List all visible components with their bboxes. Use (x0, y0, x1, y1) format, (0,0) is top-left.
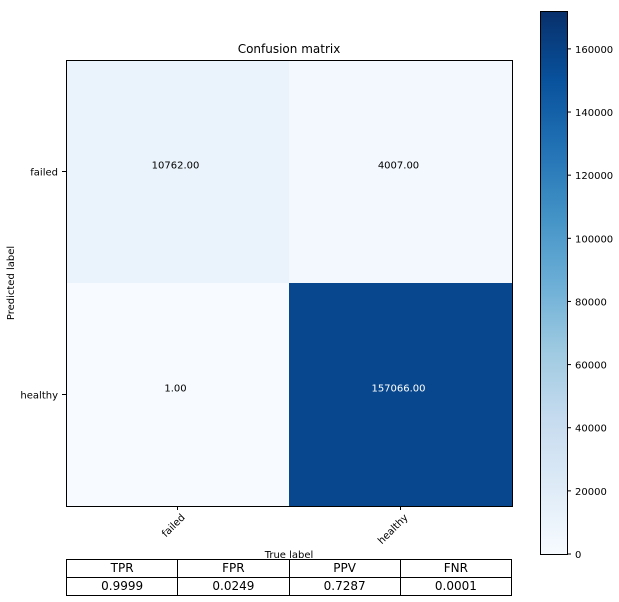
metric-header-fpr: FPR (177, 559, 290, 578)
y-axis-ticks: failed healthy (20, 168, 66, 402)
x-tick-label: healthy (376, 512, 410, 546)
metrics-header-row: TPR FPR PPV FNR (65, 559, 513, 578)
colorbar-tick-label: 20000 (575, 487, 607, 498)
cell-value-label: 157066.00 (371, 384, 425, 395)
heatmap-cell (66, 283, 289, 506)
x-axis-label: True label (264, 550, 314, 561)
cell-value-label: 10762.00 (152, 161, 200, 172)
heatmap-cell (289, 283, 512, 506)
metric-header-ppv: PPV (288, 559, 401, 578)
metric-header-fnr: FNR (399, 559, 513, 578)
metric-value-fnr: 0.0001 (399, 577, 513, 596)
x-axis-ticks: failed healthy (160, 506, 411, 547)
y-tick-label: healthy (20, 391, 58, 402)
colorbar-tick-label: 0 (575, 550, 581, 561)
metric-value-ppv: 0.7287 (288, 577, 401, 596)
cell-value-label: 4007.00 (378, 161, 419, 172)
colorbar-tick-label: 100000 (575, 234, 613, 245)
colorbar-tick-label: 140000 (575, 108, 613, 119)
colorbar-tick-label: 80000 (575, 297, 607, 308)
colorbar-ticks: 0 20000 40000 60000 80000 100000 120000 140000 1… (567, 45, 613, 561)
cell-value-label: 1.00 (164, 384, 186, 395)
x-tick-label: failed (160, 512, 187, 539)
colorbar-tick-label: 40000 (575, 424, 607, 435)
metric-value-fpr: 0.0249 (177, 577, 290, 596)
metrics-value-row: 0.9999 0.0249 0.7287 0.0001 (65, 577, 513, 596)
colorbar (540, 11, 568, 555)
chart-title: Confusion matrix (238, 42, 341, 56)
plot-frame (66, 60, 513, 507)
metrics-table: TPR FPR PPV FNR 0.9999 0.0249 0.7287 0.0… (65, 559, 513, 596)
heatmap-cell-labels: 10762.00 4007.00 1.00 157066.00 (152, 161, 426, 395)
heatmap-cell (66, 60, 289, 283)
colorbar-tick-label: 160000 (575, 45, 613, 56)
colorbar-tick-label: 120000 (575, 171, 613, 182)
heatmap-cells (66, 60, 512, 506)
heatmap-cell (289, 60, 512, 283)
metric-header-tpr: TPR (65, 559, 179, 578)
metric-value-tpr: 0.9999 (65, 577, 179, 596)
y-axis-label: Predicted label (6, 246, 17, 320)
y-tick-label: failed (30, 168, 58, 179)
colorbar-tick-label: 60000 (575, 361, 607, 372)
